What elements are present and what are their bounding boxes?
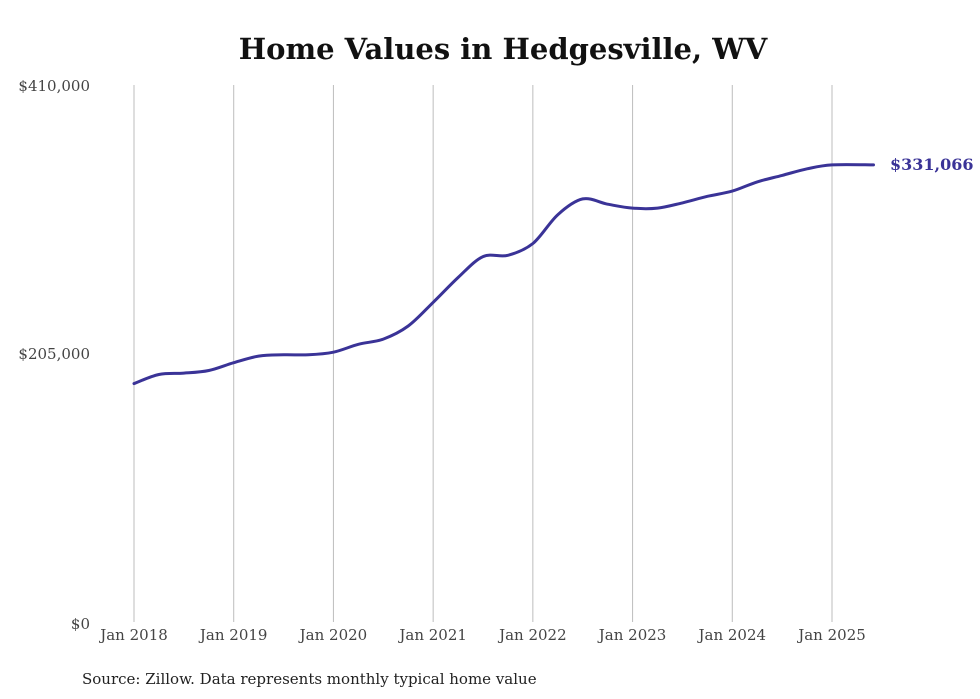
source-note: Source: Zillow. Data represents monthly … (82, 670, 537, 688)
x-tick-label: Jan 2019 (198, 626, 268, 644)
latest-value-label: $331,066 (890, 155, 974, 174)
x-tick-label: Jan 2020 (298, 626, 368, 644)
chart-title: Home Values in Hedgesville, WV (239, 32, 768, 66)
x-tick-label: Jan 2018 (98, 626, 168, 644)
y-tick-label-max: $410,000 (18, 77, 90, 95)
series-points (133, 163, 876, 385)
x-tick-labels: Jan 2018 Jan 2019 Jan 2020 Jan 2021 Jan 2022… (98, 626, 866, 644)
home-value-series-line (132, 163, 875, 386)
x-tick-label: Jan 2022 (497, 626, 567, 644)
x-tick-label: Jan 2024 (697, 626, 767, 644)
x-tick-label: Jan 2025 (796, 626, 866, 644)
y-tick-label-mid: $205,000 (18, 345, 90, 363)
x-tick-label: Jan 2021 (397, 626, 467, 644)
y-tick-label-zero: $0 (71, 615, 90, 633)
x-tick-label: Jan 2023 (597, 626, 667, 644)
x-gridlines (133, 85, 833, 622)
